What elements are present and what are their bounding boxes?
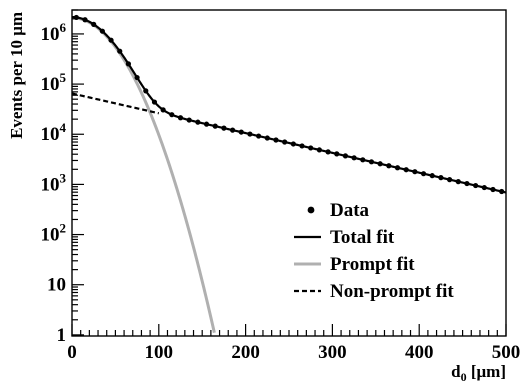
data-point xyxy=(169,112,175,118)
data-point xyxy=(360,157,366,163)
data-point xyxy=(438,175,444,181)
data-point xyxy=(264,135,270,141)
legend: Data Total fit Prompt fit Non-prompt fit xyxy=(294,200,454,302)
data-point xyxy=(203,121,210,127)
legend-label-data: Data xyxy=(330,200,370,221)
tick-labels: 0 100 200 300 400 500 1 10 102 103 104 105 106 xyxy=(41,20,521,363)
legend-label-total-fit: Total fit xyxy=(330,227,395,248)
data-point xyxy=(342,153,349,159)
data-point xyxy=(499,188,505,195)
data-point xyxy=(160,107,166,113)
data-point xyxy=(247,131,253,137)
data-point xyxy=(282,139,288,145)
data-point xyxy=(177,115,184,121)
data-point xyxy=(238,129,244,135)
data-point xyxy=(91,21,97,27)
data-point xyxy=(82,17,88,23)
data-point xyxy=(455,179,461,185)
prompt-fit-line xyxy=(71,16,216,334)
x-axis-title: d0 [μm] xyxy=(451,362,506,382)
data-point xyxy=(108,37,114,43)
data-point xyxy=(143,88,149,94)
data-point xyxy=(412,169,418,175)
data-point xyxy=(229,127,236,133)
data-point xyxy=(212,123,218,129)
x-tick-label: 400 xyxy=(405,342,434,363)
x-tick-label: 300 xyxy=(318,342,347,363)
data-point xyxy=(403,167,409,173)
legend-marker-data xyxy=(307,206,315,214)
legend-label-non-prompt-fit: Non-prompt fit xyxy=(330,281,454,302)
data-point xyxy=(420,171,427,177)
data-point xyxy=(325,149,331,155)
legend-label-prompt-fit: Prompt fit xyxy=(330,254,415,275)
data-point xyxy=(134,74,140,81)
axis-ticks xyxy=(71,9,507,336)
data-point xyxy=(290,141,296,147)
data-point xyxy=(256,133,262,139)
data-point xyxy=(446,177,453,183)
data-point xyxy=(299,143,305,149)
x-tick-label: 200 xyxy=(231,342,260,363)
data-point xyxy=(377,161,383,167)
data-point xyxy=(394,165,401,171)
data-point xyxy=(99,28,105,34)
non-prompt-fit-line xyxy=(71,92,160,115)
data-points xyxy=(73,14,505,195)
y-tick-label: 102 xyxy=(41,221,67,246)
data-point xyxy=(316,147,322,153)
data-point xyxy=(273,137,279,143)
data-point xyxy=(186,117,192,123)
data-point xyxy=(473,182,479,189)
y-tick-label: 106 xyxy=(41,20,67,45)
x-tick-label: 0 xyxy=(67,342,77,363)
y-tick-label: 10 xyxy=(47,275,66,296)
data-point xyxy=(481,184,487,191)
y-tick-label: 105 xyxy=(41,70,67,95)
data-point xyxy=(308,145,314,151)
data-point xyxy=(221,125,227,131)
y-tick-label: 103 xyxy=(41,170,67,195)
y-tick-label: 104 xyxy=(41,120,67,145)
data-point xyxy=(125,61,132,67)
data-point xyxy=(429,173,435,179)
data-point xyxy=(334,151,340,157)
x-tick-label: 500 xyxy=(492,342,521,363)
data-point xyxy=(490,186,496,193)
data-point xyxy=(464,180,470,187)
data-point xyxy=(351,155,357,161)
total-fit-line xyxy=(71,16,507,194)
y-tick-label: 1 xyxy=(57,325,67,346)
data-point xyxy=(368,159,375,165)
data-point xyxy=(117,48,123,54)
data-point xyxy=(386,163,392,169)
y-axis-title: Events per 10 μm xyxy=(7,12,26,139)
data-point xyxy=(151,99,158,105)
x-tick-label: 100 xyxy=(145,342,174,363)
data-point xyxy=(195,119,201,125)
